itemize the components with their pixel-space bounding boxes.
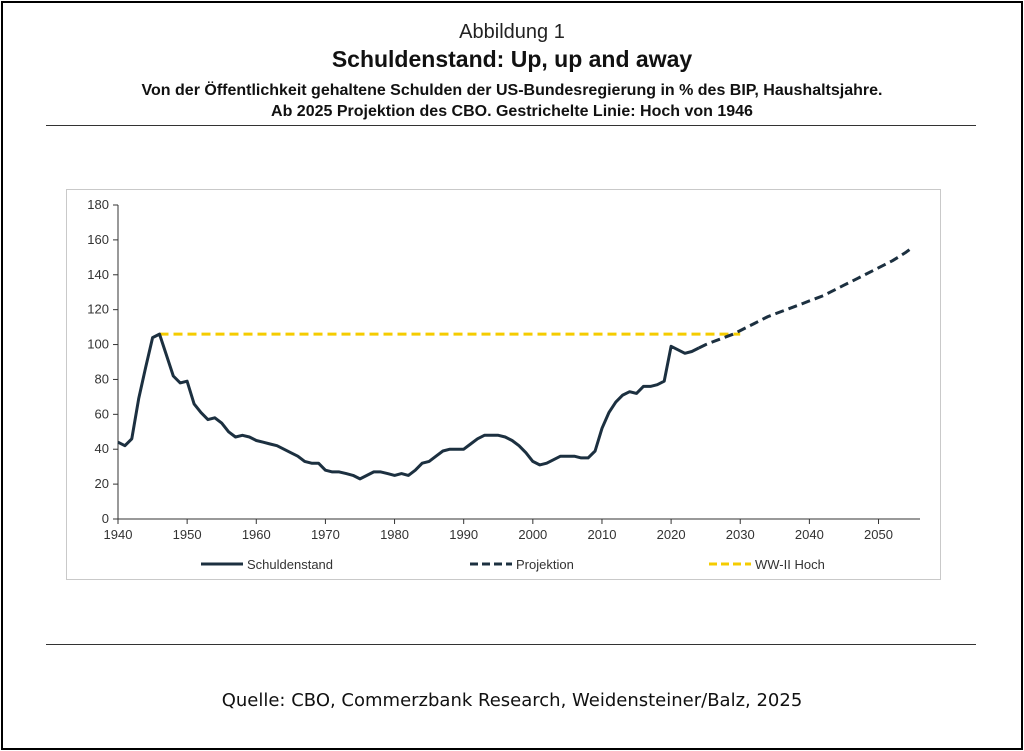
chart-panel: 0 20 40 60 80 100 120 140 160 180 1940 1950 1960 1970… xyxy=(66,189,941,580)
x-tick-label: 2010 xyxy=(588,527,617,542)
y-tick-label: 0 xyxy=(102,511,109,526)
y-tick-label: 40 xyxy=(95,441,109,456)
x-tick-label: 1970 xyxy=(311,527,340,542)
legend-schuldenstand-label: Schuldenstand xyxy=(247,557,333,572)
legend-ww2-hoch-label: WW-II Hoch xyxy=(755,557,825,572)
chart-title: Schuldenstand: Up, up and away xyxy=(331,46,693,72)
y-tick-label: 120 xyxy=(87,302,109,317)
x-tick-label: 2040 xyxy=(795,527,824,542)
x-tick-label: 1950 xyxy=(173,527,202,542)
source-note: Quelle: CBO, Commerzbank Research, Weide… xyxy=(221,690,803,711)
x-tick-label: 2050 xyxy=(864,527,893,542)
bottom-divider xyxy=(46,644,976,645)
x-tick-label: 1990 xyxy=(449,527,478,542)
y-tick-label: 180 xyxy=(87,197,109,212)
x-tick-label: 1980 xyxy=(380,527,409,542)
y-tick-label: 140 xyxy=(87,267,109,282)
y-tick-label: 60 xyxy=(95,406,109,421)
x-tick-label: 2000 xyxy=(518,527,547,542)
y-tick-label: 80 xyxy=(95,371,109,386)
top-divider xyxy=(46,125,976,126)
chart-subtitle-line2: Ab 2025 Projektion des CBO. Gestrichelte… xyxy=(271,103,753,120)
x-tick-label: 2030 xyxy=(726,527,755,542)
y-tick-label: 160 xyxy=(87,232,109,247)
legend-projektion-label: Projektion xyxy=(516,557,574,572)
series-line-schuldenstand xyxy=(117,332,700,481)
y-tick-label: 100 xyxy=(87,337,109,352)
figure-label: Abbildung 1 xyxy=(459,21,565,43)
x-tick-label: 1940 xyxy=(104,527,133,542)
x-tick-label: 1960 xyxy=(242,527,271,542)
x-tick-label: 2020 xyxy=(657,527,686,542)
chart-subtitle-line1: Von der Öffentlichkeit gehaltene Schulde… xyxy=(141,82,883,99)
y-tick-label: 20 xyxy=(95,476,109,491)
series-line-projektion xyxy=(698,245,915,350)
